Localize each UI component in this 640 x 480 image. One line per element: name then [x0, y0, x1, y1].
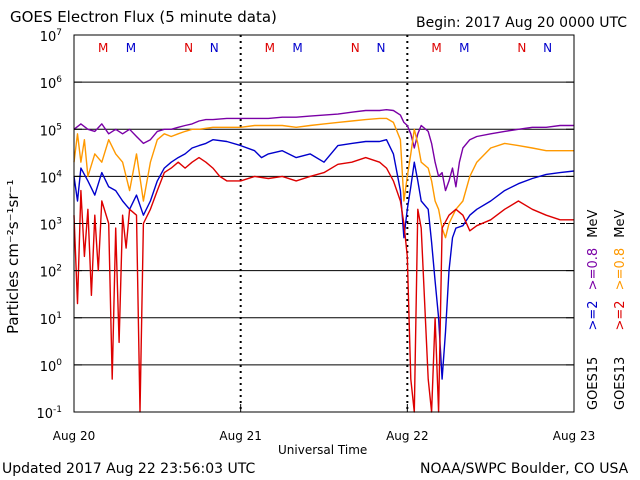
mn-marker: N [210, 41, 219, 55]
x-tick-label: Aug 20 [53, 429, 96, 443]
y-tick-label: 106 [40, 75, 63, 92]
legend-goes15-unit: MeV [586, 209, 601, 238]
y-tick-label: 104 [40, 169, 63, 186]
legend-goes13-08mev: >=0.8 [613, 247, 628, 291]
series-line [73, 156, 574, 413]
mn-marker: N [517, 41, 526, 55]
mn-marker: M [98, 41, 108, 55]
legend-goes15-08mev: >=0.8 [586, 247, 601, 291]
legend-goes13-2mev: >=2 [613, 300, 628, 331]
x-axis-label: Universal Time [278, 443, 368, 457]
mn-marker: M [431, 41, 441, 55]
y-tick-label: 10-1 [36, 405, 62, 422]
credit-label: NOAA/SWPC Boulder, CO USA [420, 461, 629, 477]
mn-marker: N [376, 41, 385, 55]
mn-marker: M [292, 41, 302, 55]
legend-goes15: GOES15 >=2 >=0.8 MeV [586, 209, 601, 410]
x-tick-label: Aug 22 [386, 429, 429, 443]
legend-goes13-unit: MeV [613, 209, 628, 238]
x-tick-label: Aug 23 [553, 429, 596, 443]
mn-marker: N [543, 41, 552, 55]
legend-goes13: GOES13 >=2 >=0.8 MeV [613, 209, 628, 410]
x-tick-label: Aug 21 [219, 429, 262, 443]
y-axis-label-text: Particles cm⁻²s⁻¹sr⁻¹ [4, 179, 22, 334]
legend-goes13-satellite: GOES13 [613, 356, 628, 410]
series-line [73, 117, 574, 239]
mn-marker: M [265, 41, 275, 55]
legend-goes15-2mev: >=2 [586, 300, 601, 331]
mn-marker: N [184, 41, 193, 55]
begin-time-label: Begin: 2017 Aug 20 0000 UTC [416, 15, 627, 31]
y-tick-label: 103 [40, 217, 62, 234]
series-line [73, 139, 575, 380]
mn-marker: M [459, 41, 469, 55]
y-tick-label: 100 [40, 358, 63, 375]
y-tick-label: 105 [40, 122, 62, 139]
updated-timestamp: Updated 2017 Aug 22 23:56:03 UTC [2, 461, 256, 477]
series-line [73, 109, 574, 192]
chart-title: GOES Electron Flux (5 minute data) [10, 8, 277, 26]
legend-goes15-satellite: GOES15 [586, 356, 601, 410]
y-axis-label: Particles cm⁻²s⁻¹sr⁻¹ [4, 179, 22, 334]
mn-marker: M [126, 41, 136, 55]
mn-marker: N [351, 41, 360, 55]
y-tick-label: 101 [40, 311, 62, 328]
y-tick-label: 102 [40, 264, 62, 281]
y-tick-label: 107 [40, 28, 62, 45]
